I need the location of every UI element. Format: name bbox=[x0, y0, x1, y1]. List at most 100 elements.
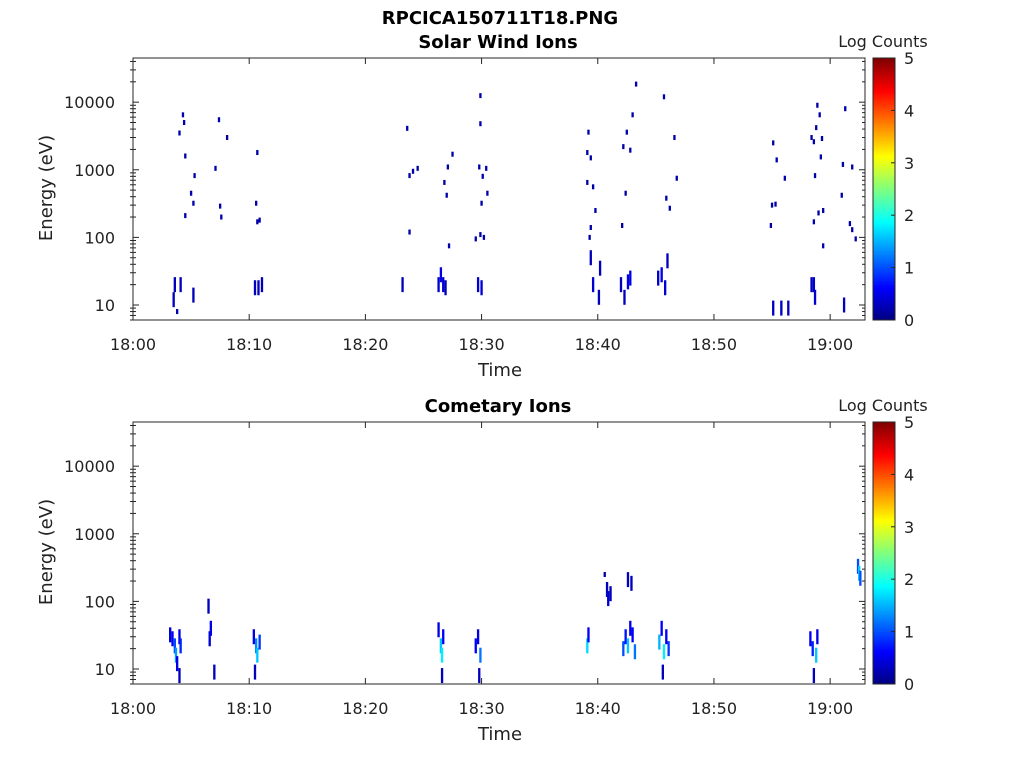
colorbar-segment bbox=[873, 483, 895, 486]
colorbar-segment bbox=[873, 147, 895, 151]
colorbar-segment bbox=[873, 679, 895, 683]
data-cell bbox=[406, 125, 409, 131]
data-cell bbox=[214, 165, 217, 171]
data-cell bbox=[587, 627, 590, 643]
colorbar-segment bbox=[873, 581, 895, 585]
data-cell bbox=[597, 289, 601, 305]
colorbar-segment bbox=[873, 662, 895, 665]
data-cell bbox=[623, 289, 626, 305]
colorbar-tick-label: 0 bbox=[904, 675, 914, 694]
colorbar-segment bbox=[873, 293, 895, 297]
data-cell bbox=[175, 656, 179, 672]
colorbar-segment bbox=[873, 309, 895, 312]
colorbar-segment bbox=[873, 210, 895, 214]
panel-title: Cometary Ions bbox=[425, 396, 572, 417]
data-cell bbox=[439, 638, 443, 654]
data-cell bbox=[621, 222, 624, 228]
figure-title: RPCICA150711T18.PNG bbox=[382, 8, 618, 29]
colorbar-segment bbox=[873, 75, 895, 79]
data-cell bbox=[480, 280, 483, 296]
data-cell bbox=[626, 274, 630, 290]
colorbar-segment bbox=[873, 629, 895, 633]
x-tick-label: 18:30 bbox=[459, 335, 505, 354]
colorbar-segment bbox=[873, 446, 895, 449]
data-cell bbox=[481, 173, 484, 179]
colorbar-segment bbox=[873, 287, 895, 290]
y-tick-label: 1000 bbox=[74, 525, 115, 544]
data-cell bbox=[480, 200, 483, 206]
colorbar-segment bbox=[873, 553, 895, 556]
data-cell bbox=[842, 297, 846, 313]
colorbar-segment bbox=[873, 226, 895, 229]
data-cell bbox=[774, 201, 777, 207]
colorbar-segment bbox=[873, 526, 895, 530]
colorbar-segment bbox=[873, 555, 895, 558]
colorbar-segment bbox=[873, 237, 895, 240]
colorbar-segment bbox=[873, 256, 895, 260]
data-cell bbox=[447, 243, 451, 249]
data-cell bbox=[605, 581, 609, 597]
data-cell bbox=[848, 221, 852, 227]
colorbar-segment bbox=[873, 651, 895, 654]
colorbar-segment bbox=[873, 250, 895, 253]
data-cell bbox=[810, 135, 813, 141]
x-tick-label: 18:20 bbox=[342, 699, 388, 718]
data-cell bbox=[675, 175, 678, 181]
data-cell bbox=[662, 644, 666, 660]
data-cell bbox=[665, 195, 668, 201]
colorbar-segment bbox=[873, 191, 895, 194]
data-cell bbox=[255, 200, 258, 206]
data-cell bbox=[443, 179, 446, 185]
colorbar-segment bbox=[873, 232, 895, 236]
data-cell bbox=[225, 135, 229, 141]
data-cell bbox=[408, 173, 411, 179]
colorbar-segment bbox=[873, 590, 895, 593]
colorbar-segment bbox=[873, 568, 895, 571]
colorbar-segment bbox=[873, 304, 895, 308]
data-cell bbox=[474, 236, 477, 242]
colorbar-segment bbox=[873, 189, 895, 192]
colorbar-segment bbox=[873, 461, 895, 464]
data-cell bbox=[816, 629, 819, 645]
colorbar-segment bbox=[873, 432, 895, 436]
data-cell bbox=[673, 135, 676, 141]
colorbar-segment bbox=[873, 276, 895, 280]
colorbar-segment bbox=[873, 202, 895, 205]
data-cell bbox=[482, 234, 486, 240]
colorbar-segment bbox=[873, 557, 895, 561]
data-cell bbox=[486, 190, 489, 196]
colorbar-segment bbox=[873, 476, 895, 480]
colorbar-segment bbox=[873, 664, 895, 668]
y-tick-label: 100 bbox=[84, 228, 115, 247]
colorbar-segment bbox=[873, 228, 895, 231]
data-cell bbox=[783, 175, 786, 181]
colorbar-segment bbox=[873, 649, 895, 652]
data-cell bbox=[171, 631, 174, 647]
colorbar-segment bbox=[873, 633, 895, 637]
colorbar-segment bbox=[873, 635, 895, 639]
data-cell bbox=[818, 112, 821, 118]
colorbar-segment bbox=[873, 511, 895, 515]
colorbar-segment bbox=[873, 681, 895, 685]
colorbar-segment bbox=[873, 513, 895, 517]
data-cell bbox=[812, 668, 816, 684]
colorbar-frame bbox=[872, 57, 896, 321]
data-cell bbox=[440, 668, 444, 684]
colorbar-segment bbox=[873, 71, 895, 74]
data-cell bbox=[591, 277, 595, 293]
data-cell bbox=[859, 570, 862, 586]
colorbar-segment bbox=[873, 245, 895, 249]
colorbar-segment bbox=[873, 291, 895, 295]
colorbar-segment bbox=[873, 673, 895, 676]
data-cell bbox=[811, 641, 814, 657]
data-cell bbox=[657, 270, 660, 286]
colorbar-segment bbox=[873, 489, 895, 493]
colorbar-segment bbox=[873, 138, 895, 142]
data-cell bbox=[661, 664, 664, 680]
colorbar-segment bbox=[873, 631, 895, 635]
colorbar-segment bbox=[873, 548, 895, 552]
data-cell bbox=[667, 641, 670, 657]
data-cell bbox=[817, 210, 820, 216]
colorbar-segment bbox=[873, 73, 895, 76]
